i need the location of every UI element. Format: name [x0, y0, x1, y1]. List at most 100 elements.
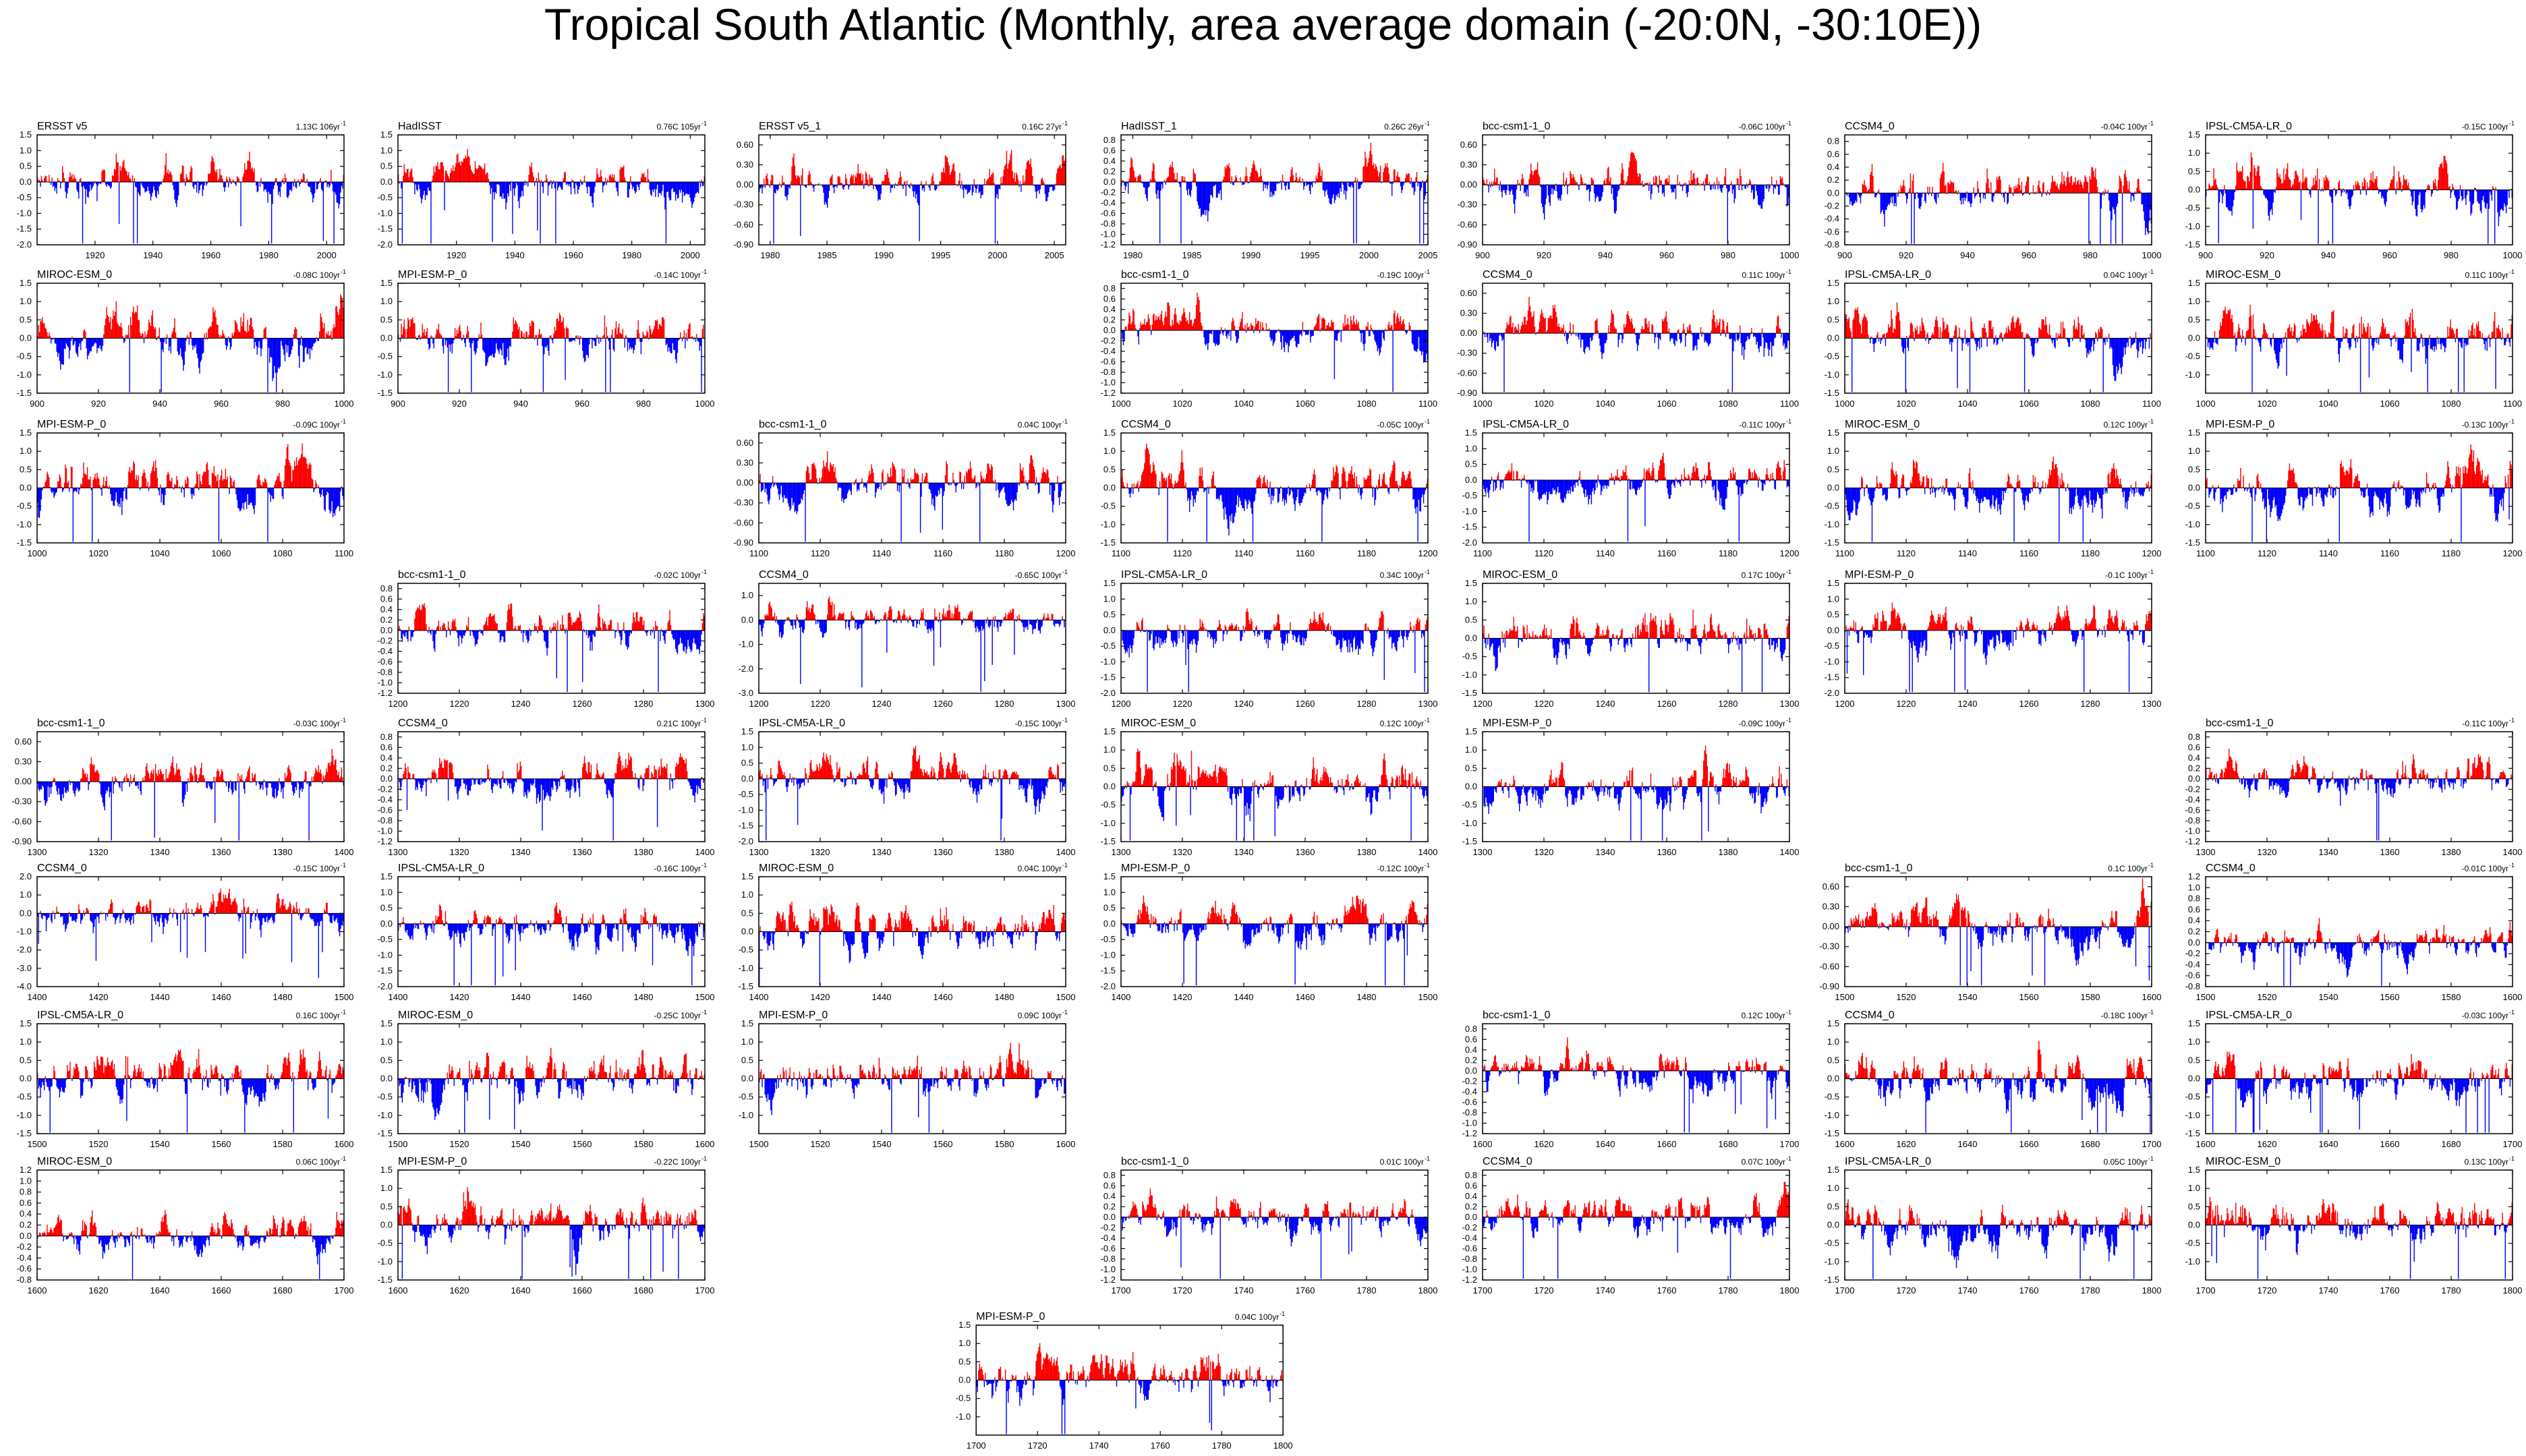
panel-5-5: 1500 1520 1540 1560 1580 1600 -0.90 -0.60 -0.30 0… — [1819, 862, 2161, 1002]
panel-title: MIROC-ESM_0 — [1845, 419, 1920, 430]
y-tick-label: -0.5 — [378, 351, 393, 361]
y-tick-label: 0.2 — [2188, 763, 2200, 773]
x-tick-label: 920 — [1537, 250, 1551, 260]
y-tick-label: 0.00 — [1460, 328, 1477, 338]
panel-6-2: 1500 1520 1540 1560 1580 1600 -1.0 -0.5 0.0 0.5 1.… — [739, 1009, 1076, 1149]
panel-title: MPI-ESM-P_0 — [37, 419, 106, 430]
x-tick-label: 1995 — [1300, 250, 1320, 260]
x-tick-label: 1140 — [2319, 548, 2338, 558]
x-tick-label: 1780 — [1719, 1285, 1738, 1295]
x-tick-label: 940 — [513, 399, 528, 409]
negative-anomaly-area — [976, 1380, 1284, 1434]
y-tick-label: 0.5 — [2188, 464, 2200, 474]
x-tick-label: 1080 — [1719, 399, 1738, 409]
x-tick-label: 1500 — [1056, 992, 1076, 1002]
y-tick-label: 0.5 — [380, 1201, 393, 1211]
positive-anomaly-area — [759, 1043, 1063, 1079]
y-tick-label: -0.60 — [11, 816, 32, 826]
x-tick-label: 980 — [1721, 250, 1735, 260]
x-tick-label: 2005 — [1418, 250, 1438, 260]
x-tick-label: 1300 — [1473, 847, 1493, 857]
positive-anomaly-area — [978, 1343, 1282, 1380]
panel-title: IPSL-CM5A-LR_0 — [759, 718, 845, 729]
x-tick-label: 1560 — [573, 1139, 592, 1149]
y-tick-label: 0.8 — [1827, 136, 1839, 146]
plot-frame — [758, 432, 1066, 544]
y-tick-label: 1.0 — [380, 145, 393, 155]
y-tick-label: 0.0 — [1465, 1212, 1477, 1222]
y-tick-label: 1.2 — [20, 1165, 32, 1175]
y-tick-label: -0.6 — [1462, 1097, 1477, 1107]
panel-trend: -0.15C 100yr — [2462, 122, 2508, 132]
panel-trend-exponent: -1 — [2148, 569, 2154, 575]
y-tick-label: 0.5 — [2188, 1201, 2200, 1211]
panel-1-5: 1000 1020 1040 1060 1080 1100 -1.5 -1.0 -0.5 0.0 0… — [1825, 268, 2161, 409]
y-tick-label: -0.5 — [739, 789, 753, 799]
panel-trend: 0.17C 100yr — [1742, 571, 1785, 580]
y-tick-label: 0.4 — [1103, 156, 1116, 166]
x-tick-label: 1380 — [634, 847, 654, 857]
y-tick-label: 0.6 — [1103, 293, 1116, 303]
y-tick-label: 1.0 — [380, 887, 393, 897]
y-tick-label: 1.5 — [20, 428, 32, 438]
y-tick-label: 1.5 — [1103, 871, 1116, 881]
panel-trend-exponent: -1 — [2148, 862, 2154, 869]
positive-anomaly-area — [398, 312, 706, 339]
positive-anomaly-area — [1848, 878, 2152, 927]
x-tick-label: 1400 — [695, 847, 715, 857]
x-tick-label: 1660 — [573, 1285, 592, 1295]
y-tick-label: 1.5 — [1827, 428, 1839, 438]
panel-trend: 0.04C 100yr — [2104, 270, 2148, 280]
positive-anomaly-area — [1861, 456, 2152, 488]
x-tick-label: 1940 — [143, 250, 163, 260]
x-tick-label: 1080 — [273, 548, 293, 558]
y-tick-label: 1.0 — [2188, 882, 2200, 892]
y-tick-label: 1.5 — [1827, 1018, 1839, 1028]
x-tick-label: 940 — [2321, 250, 2336, 260]
y-tick-label: -0.2 — [17, 1242, 32, 1252]
y-tick-label: -0.4 — [1825, 214, 1839, 224]
plot-frame — [758, 731, 1066, 842]
x-tick-label: 1140 — [1958, 548, 1977, 558]
x-tick-label: 1200 — [1418, 548, 1438, 558]
panel-trend: -0.65C 100yr — [1015, 571, 1062, 580]
positive-anomaly-area — [2206, 1196, 2513, 1225]
y-tick-label: 0.0 — [20, 908, 32, 918]
panel-1-1: 900 920 940 960 980 1000 -1.5 -1.0 -0.5 0.0 0.5 1.0… — [378, 268, 715, 409]
x-tick-label: 1320 — [450, 847, 469, 857]
y-tick-label: -0.8 — [378, 815, 393, 825]
y-tick-label: -1.0 — [1101, 519, 1116, 529]
x-tick-label: 1700 — [1112, 1285, 1131, 1295]
x-tick-label: 1700 — [2196, 1285, 2216, 1295]
panel-trend-exponent: -1 — [1425, 569, 1430, 575]
y-tick-label: -2.0 — [17, 945, 32, 955]
x-tick-label: 1500 — [1835, 992, 1855, 1002]
y-tick-label: 0.5 — [1465, 763, 1477, 773]
panel-trend: 0.76C 105yr — [657, 122, 701, 132]
y-tick-label: 0.6 — [20, 1198, 32, 1208]
y-tick-label: 0.0 — [1465, 782, 1477, 792]
y-tick-label: -1.5 — [1825, 672, 1839, 682]
panel-title: IPSL-CM5A-LR_0 — [1845, 269, 1931, 281]
negative-anomaly-area — [2208, 488, 2510, 542]
y-tick-label: -0.8 — [17, 1275, 32, 1285]
y-tick-label: 1.0 — [2188, 1037, 2200, 1047]
y-tick-label: -0.30 — [733, 200, 753, 210]
negative-anomaly-area — [37, 913, 345, 979]
negative-anomaly-area — [399, 338, 702, 392]
y-tick-label: -1.0 — [1462, 506, 1477, 516]
panel-trend: -0.13C 100yr — [2462, 420, 2508, 430]
y-tick-label: -0.5 — [17, 351, 32, 361]
x-tick-label: 2000 — [987, 250, 1007, 260]
x-tick-label: 940 — [152, 399, 167, 409]
panel-trend-exponent: -1 — [2509, 268, 2515, 275]
panel-6-1: 1500 1520 1540 1560 1580 1600 -1.5 -1.0 -0.5 0.0 0… — [378, 1009, 715, 1149]
y-tick-label: 0.5 — [380, 161, 393, 171]
negative-anomaly-area — [2206, 1078, 2512, 1133]
y-tick-label: 1.5 — [2188, 129, 2200, 140]
y-tick-label: -1.0 — [1825, 656, 1839, 666]
y-tick-label: 0.2 — [1103, 166, 1116, 176]
y-tick-label: -1.0 — [378, 825, 393, 836]
y-tick-label: -1.0 — [17, 519, 32, 529]
panel-trend: 0.1C 100yr — [2108, 864, 2148, 873]
